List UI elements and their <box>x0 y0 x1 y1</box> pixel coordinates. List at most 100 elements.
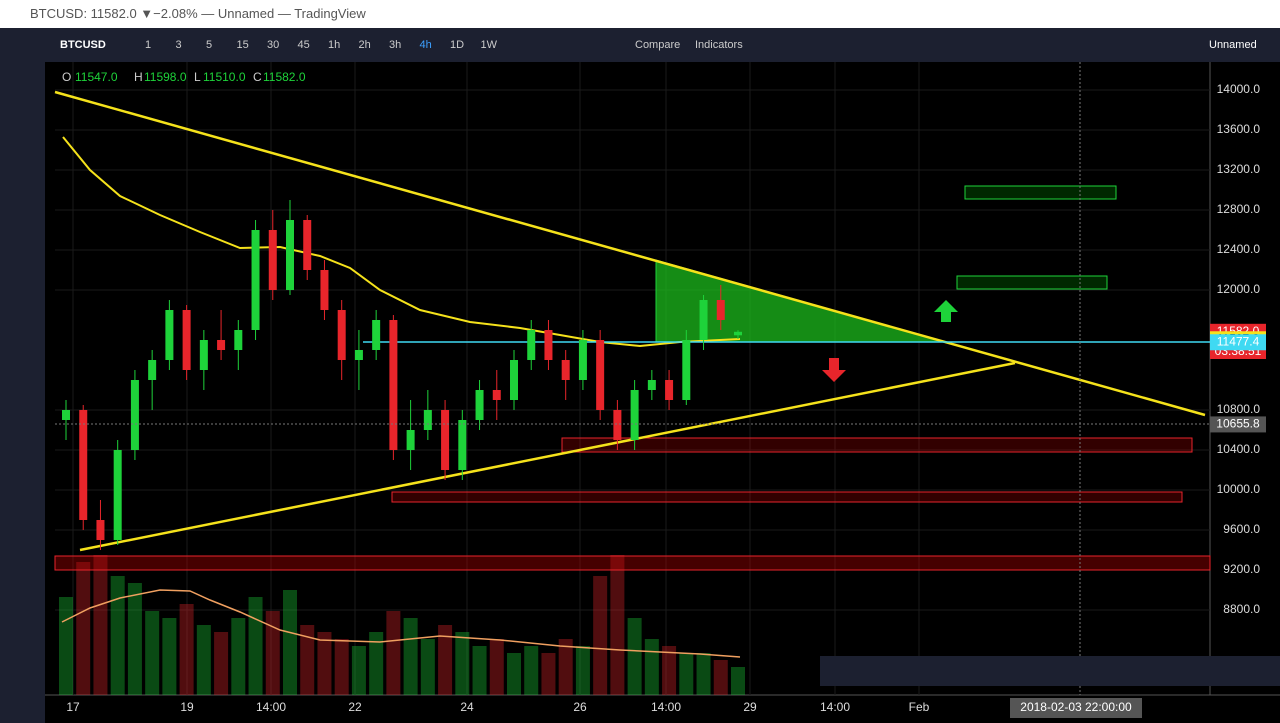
volume-bar <box>351 646 366 695</box>
volume-bar <box>713 660 728 695</box>
price-label: 10655.8 <box>1216 417 1260 431</box>
volume-bar <box>507 653 521 695</box>
price-label: 11477.4 <box>1217 334 1260 348</box>
volume-bar <box>575 646 590 695</box>
x-tick-label: 14:00 <box>651 700 681 714</box>
interval-button[interactable]: 45 <box>297 39 310 51</box>
candle-body <box>682 340 691 400</box>
candle-body <box>79 410 88 520</box>
volume-bar <box>679 653 694 695</box>
volume-bar <box>610 555 625 695</box>
legend-value: 11598.0 <box>144 70 187 84</box>
volume-bar <box>317 632 332 695</box>
y-tick-label: 12800.0 <box>1217 202 1261 216</box>
volume-bar <box>541 653 556 695</box>
candle-body <box>613 410 622 440</box>
x-tick-label: Feb <box>909 700 930 714</box>
interval-button[interactable]: 30 <box>267 39 280 51</box>
candle-body <box>578 340 587 380</box>
symbol[interactable]: BTCUSD <box>60 39 106 51</box>
x-tick-label: 22 <box>348 700 362 714</box>
drawing-toolbar <box>0 62 45 723</box>
price-label-box <box>1210 334 1266 351</box>
up-arrow <box>934 300 958 322</box>
volume-bar <box>696 653 711 695</box>
interval-button[interactable]: 1h <box>328 39 341 51</box>
toolbar: BTCUSD Compare Indicators Unnamed 1 3 5 15 3… <box>0 28 1280 62</box>
candle-body <box>665 380 674 400</box>
volume-bar <box>731 667 745 695</box>
y-tick-label: 13200.0 <box>1217 162 1261 176</box>
volume-bar <box>455 632 470 695</box>
x-tick-label: 19 <box>180 700 194 714</box>
interval-button[interactable]: 5 <box>206 39 213 51</box>
indicators-button[interactable]: Indicators <box>695 39 743 51</box>
volume-ma <box>61 589 741 658</box>
y-tick-label: 9600.0 <box>1223 522 1260 536</box>
interval-button[interactable]: 1D <box>450 39 465 51</box>
volume-bar <box>644 639 659 695</box>
volume-bar <box>489 639 504 695</box>
candle-body <box>199 340 208 370</box>
volume-bar <box>248 597 263 695</box>
volume-bar <box>300 625 315 695</box>
candle-body <box>217 340 226 350</box>
interval-button[interactable]: 3h <box>389 39 402 51</box>
interval-button[interactable]: 1W <box>480 39 498 51</box>
legend-label: H <box>134 70 143 84</box>
layout-name[interactable]: Unnamed <box>1209 39 1257 51</box>
legend-label: C <box>253 70 262 84</box>
candle-body <box>268 230 277 290</box>
legend-value: 11510.0 <box>203 70 246 84</box>
volume-bar <box>214 632 229 695</box>
y-tick-label: 10000.0 <box>1217 482 1261 496</box>
candle-body <box>389 320 398 450</box>
volume-bar <box>179 604 194 695</box>
interval-button[interactable]: 15 <box>236 39 249 51</box>
volume-bar <box>386 611 401 695</box>
candle-body <box>647 380 656 390</box>
compare-button[interactable]: Compare <box>635 39 681 51</box>
candle-body <box>62 410 70 420</box>
support-zone <box>561 437 1193 453</box>
candle-body <box>148 360 157 380</box>
candle-body <box>406 430 415 450</box>
drawing-favorites <box>820 656 1280 686</box>
volume-bar <box>558 639 573 695</box>
trend-line <box>79 361 1016 552</box>
y-tick-label: 14000.0 <box>1217 82 1261 96</box>
interval-button[interactable]: 1 <box>145 39 152 51</box>
interval-button[interactable]: 2h <box>358 39 371 51</box>
crosshair-time: 2018-02-03 22:00:00 <box>1020 700 1132 714</box>
volume-bar <box>127 583 142 695</box>
volume-bar <box>472 646 487 695</box>
interval-button[interactable]: 3 <box>175 39 182 51</box>
volume-bar <box>110 576 125 695</box>
y-tick-label: 9200.0 <box>1223 562 1260 576</box>
candle-body <box>596 340 605 410</box>
moving-average <box>62 136 741 348</box>
candle-body <box>372 320 381 350</box>
volume-bar <box>93 555 108 695</box>
volume-bar <box>627 618 642 695</box>
candle-body <box>354 350 363 360</box>
candle-body <box>423 410 432 430</box>
volume-bar <box>231 618 246 695</box>
x-tick-label: 24 <box>460 700 474 714</box>
legend-label: O <box>62 70 71 84</box>
candle-body <box>734 331 742 336</box>
candle-body <box>286 220 294 290</box>
candle-body <box>510 360 518 400</box>
candle-body <box>492 390 501 400</box>
interval-button[interactable]: 4h <box>419 39 432 51</box>
volume-bar <box>403 618 418 695</box>
volume-bar <box>283 590 297 695</box>
volume-bar <box>438 625 453 695</box>
support-zone <box>391 491 1183 503</box>
candle-body <box>182 310 191 370</box>
y-tick-label: 10800.0 <box>1217 402 1261 416</box>
volume-bar <box>76 562 91 695</box>
x-tick-label: 14:00 <box>256 700 286 714</box>
